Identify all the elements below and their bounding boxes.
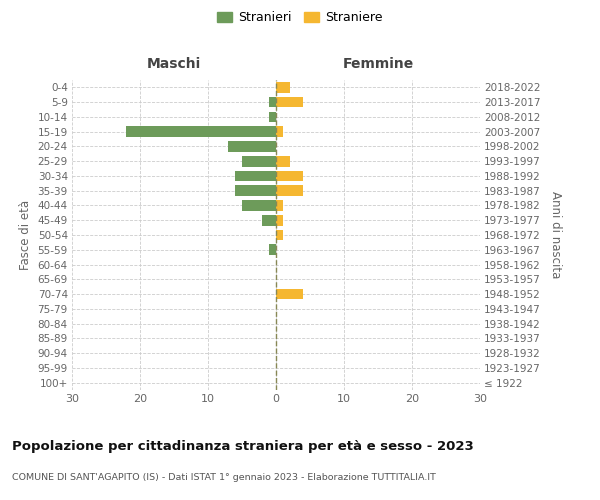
Bar xyxy=(276,215,283,226)
Bar xyxy=(276,170,303,181)
Bar xyxy=(235,170,276,181)
Bar xyxy=(235,186,276,196)
Bar xyxy=(242,156,276,166)
Bar xyxy=(276,156,290,166)
Bar xyxy=(269,112,276,122)
Legend: Stranieri, Straniere: Stranieri, Straniere xyxy=(212,6,388,29)
Text: Maschi: Maschi xyxy=(147,56,201,70)
Text: Femmine: Femmine xyxy=(343,56,413,70)
Text: Popolazione per cittadinanza straniera per età e sesso - 2023: Popolazione per cittadinanza straniera p… xyxy=(12,440,474,453)
Bar xyxy=(276,82,290,92)
Bar xyxy=(276,200,283,211)
Bar xyxy=(127,126,276,137)
Bar xyxy=(276,230,283,240)
Bar xyxy=(276,288,303,300)
Bar xyxy=(276,97,303,108)
Bar xyxy=(276,126,283,137)
Bar xyxy=(269,97,276,108)
Bar xyxy=(242,200,276,211)
Text: COMUNE DI SANT'AGAPITO (IS) - Dati ISTAT 1° gennaio 2023 - Elaborazione TUTTITAL: COMUNE DI SANT'AGAPITO (IS) - Dati ISTAT… xyxy=(12,472,436,482)
Bar xyxy=(229,141,276,152)
Bar xyxy=(262,215,276,226)
Y-axis label: Fasce di età: Fasce di età xyxy=(19,200,32,270)
Bar xyxy=(276,186,303,196)
Y-axis label: Anni di nascita: Anni di nascita xyxy=(549,192,562,278)
Bar xyxy=(269,244,276,255)
